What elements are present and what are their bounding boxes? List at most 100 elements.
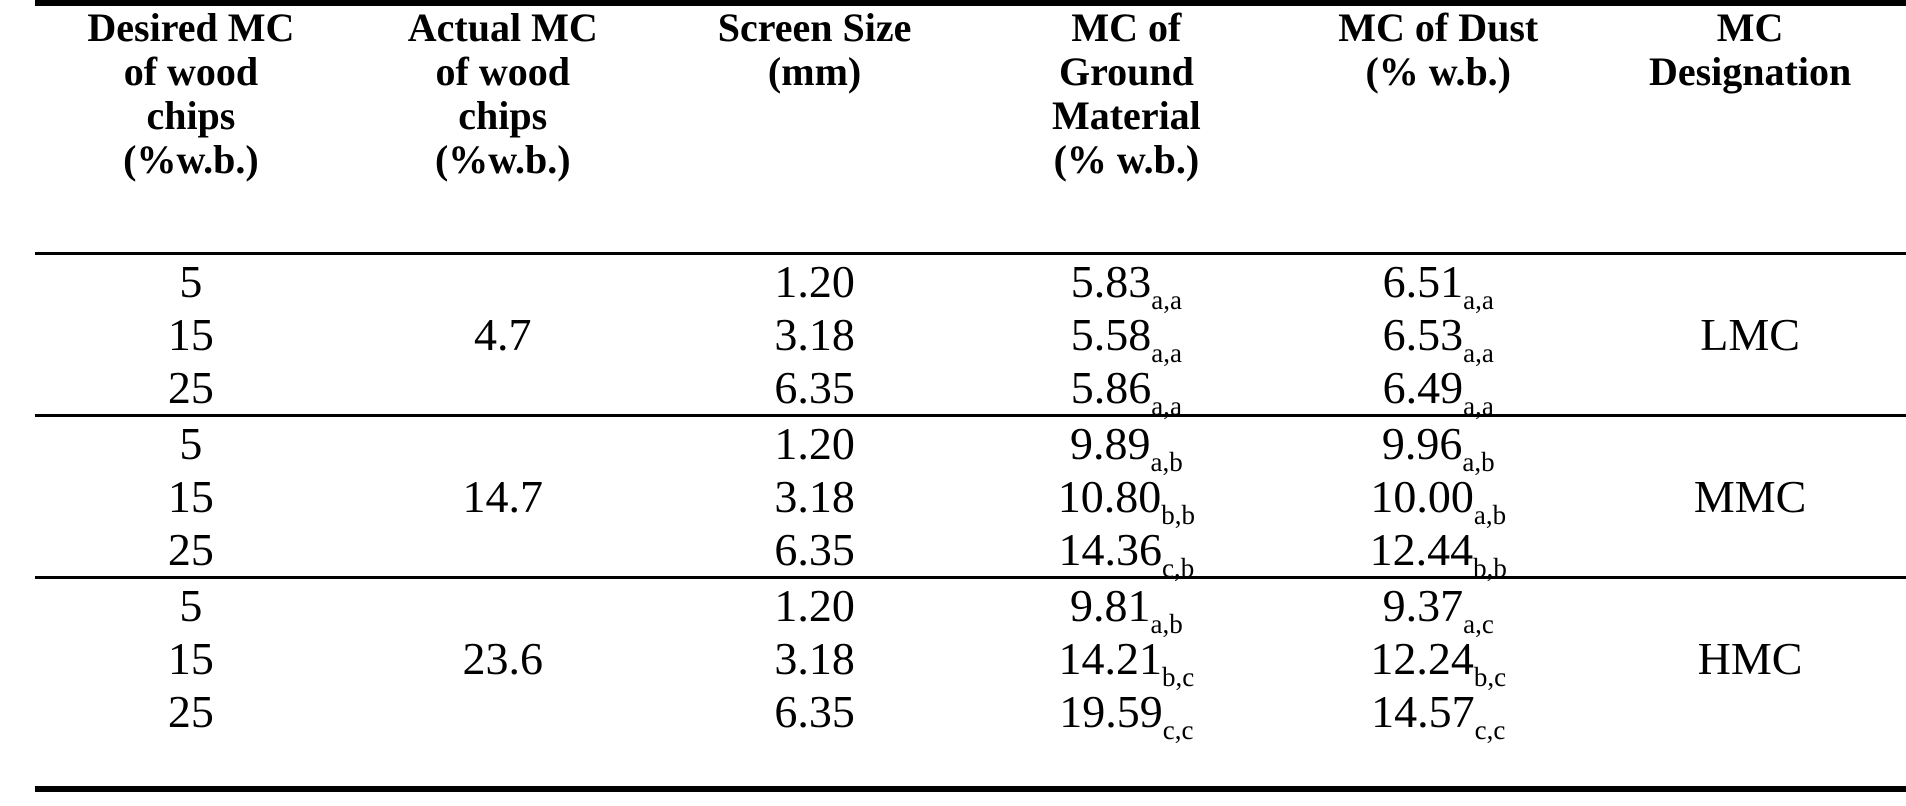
mc-ground-cell: 5.86a,a [970, 361, 1282, 419]
mc-ground-subscript: a,b [1150, 608, 1183, 639]
desired-mc-cell: 25 [167, 361, 214, 413]
header-mc-ground-material: MC of Ground Material (% w.b.) [970, 3, 1283, 255]
screen-size-cell: 3.18 [774, 470, 855, 522]
mc-ground-cell: 9.81a,b [970, 576, 1283, 637]
table-header-row: Desired MC of wood chips (%w.b.) Actual … [35, 3, 1906, 255]
mc-dust-cell: 9.37a,c [1282, 576, 1595, 637]
moisture-content-table: Desired MC of wood chips (%w.b.) Actual … [35, 0, 1906, 792]
mc-ground-cell: 10.80b,b [970, 470, 1282, 528]
mc-ground-subscript: b,b [1161, 499, 1196, 530]
table-row: 25 6.35 19.59c,c 14.57c,c [35, 685, 1906, 743]
mc-ground-value: 9.81 [1070, 579, 1151, 631]
mc-designation-cell [1594, 523, 1906, 578]
mc-dust-cell: 6.53a,a [1282, 308, 1594, 366]
mc-ground-cell: 14.21b,c [970, 632, 1282, 690]
screen-size-cell: 6.35 [774, 361, 855, 413]
mc-ground-subscript: a,a [1151, 284, 1182, 315]
bottom-rule [35, 738, 1906, 792]
mc-dust-subscript: b,b [1473, 552, 1507, 583]
header-mc-dust: MC of Dust (% w.b.) [1282, 3, 1595, 255]
desired-mc-cell: 25 [167, 685, 214, 737]
desired-mc-cell: 15 [167, 470, 214, 522]
table-body: 5 1.20 5.83a,a 6.51a,a 15 4.7 3.18 5.58a… [35, 254, 1906, 792]
screen-size-cell: 6.35 [774, 685, 855, 737]
mc-ground-subscript: b,c [1162, 661, 1195, 692]
header-actual-mc: Actual MC of wood chips (%w.b.) [346, 3, 659, 255]
desired-mc-cell: 5 [179, 255, 203, 307]
table-row: 5 1.20 5.83a,a 6.51a,a [35, 254, 1906, 313]
mc-dust-subscript: a,b [1462, 446, 1495, 477]
mc-ground-cell: 5.58a,a [970, 308, 1282, 366]
mc-ground-cell: 14.36c,b [970, 523, 1282, 581]
mc-ground-cell: 5.83a,a [970, 254, 1282, 313]
mc-ground-subscript: a,b [1150, 446, 1183, 477]
mc-ground-value: 5.83 [1070, 255, 1152, 307]
actual-mc-cell [346, 414, 659, 470]
table-row: 15 4.7 3.18 5.58a,a 6.53a,a LMC [35, 308, 1906, 366]
desired-mc-cell: 5 [35, 576, 347, 632]
table-row: 15 14.7 3.18 10.80b,b 10.00a,b MMC [35, 470, 1906, 528]
mc-dust-value: 6.49 [1382, 361, 1464, 413]
desired-mc-cell: 15 [167, 632, 214, 684]
screen-size-cell: 1.20 [658, 414, 971, 470]
mc-ground-value: 9.89 [1070, 417, 1151, 469]
mc-designation-cell [1594, 576, 1906, 632]
mc-dust-cell: 6.49a,a [1282, 361, 1594, 419]
mc-dust-subscript: a,a [1463, 337, 1494, 368]
mc-ground-subscript: c,c [1162, 714, 1194, 745]
mc-ground-cell: 19.59c,c [970, 685, 1282, 743]
mc-dust-value: 9.96 [1381, 417, 1463, 469]
mc-designation-cell: HMC [1697, 632, 1803, 684]
mc-dust-value: 10.00 [1370, 470, 1474, 522]
header-desired-mc: Desired MC of wood chips (%w.b.) [35, 3, 347, 255]
actual-mc-cell [347, 254, 659, 309]
actual-mc-cell [347, 523, 659, 578]
mc-designation-cell: LMC [1700, 308, 1800, 360]
mc-dust-value: 9.37 [1382, 579, 1464, 631]
mc-dust-value: 12.44 [1369, 523, 1474, 575]
mc-ground-value: 19.59 [1059, 685, 1163, 737]
mc-designation-cell [1594, 685, 1906, 738]
mc-ground-cell: 9.89a,b [970, 414, 1283, 475]
mc-dust-subscript: a,a [1463, 390, 1494, 421]
actual-mc-cell [347, 685, 659, 738]
screen-size-cell: 3.18 [774, 632, 855, 684]
screen-size-cell: 6.35 [774, 523, 855, 575]
screen-size-cell: 3.18 [774, 308, 855, 360]
mc-ground-value: 5.58 [1070, 308, 1152, 360]
mc-designation-cell: MMC [1693, 470, 1807, 522]
mc-dust-cell: 6.51a,a [1282, 254, 1594, 313]
table-row: 15 23.6 3.18 14.21b,c 12.24b,c HMC [35, 632, 1906, 690]
mc-ground-subscript: a,a [1151, 390, 1182, 421]
mc-dust-cell: 10.00a,b [1282, 470, 1594, 528]
mc-dust-value: 14.57 [1371, 685, 1475, 737]
mc-dust-subscript: a,b [1473, 499, 1507, 530]
mc-dust-subscript: b,c [1473, 661, 1507, 692]
screen-size-cell: 1.20 [658, 576, 971, 632]
mc-dust-value: 6.53 [1382, 308, 1464, 360]
mc-ground-value: 14.21 [1058, 632, 1163, 684]
table-row: 25 6.35 14.36c,b 12.44b,b [35, 523, 1906, 581]
mc-dust-cell: 12.44b,b [1282, 523, 1594, 581]
header-screen-size: Screen Size (mm) [658, 3, 971, 255]
mc-dust-subscript: c,c [1474, 714, 1506, 745]
mc-ground-subscript: c,b [1162, 552, 1195, 583]
mc-ground-subscript: a,a [1151, 337, 1182, 368]
mc-dust-cell: 14.57c,c [1282, 685, 1594, 743]
desired-mc-cell: 25 [167, 523, 214, 575]
actual-mc-cell: 23.6 [462, 632, 543, 684]
mc-designation-cell [1594, 414, 1906, 470]
table-header: Desired MC of wood chips (%w.b.) Actual … [35, 3, 1906, 255]
mc-dust-subscript: a,c [1463, 608, 1494, 639]
mc-ground-value: 5.86 [1070, 361, 1152, 413]
mc-dust-cell: 12.24b,c [1282, 632, 1594, 690]
mc-designation-cell [1594, 361, 1906, 416]
table-bottom-spacer [35, 738, 1906, 792]
mc-dust-value: 6.51 [1382, 255, 1464, 307]
mc-ground-value: 14.36 [1058, 523, 1163, 575]
actual-mc-cell: 4.7 [473, 308, 532, 360]
table-row: 25 6.35 5.86a,a 6.49a,a [35, 361, 1906, 419]
desired-mc-cell: 15 [167, 308, 214, 360]
table-row: 5 1.20 9.81a,b 9.37a,c [35, 576, 1906, 637]
header-mc-designation: MC Designation [1594, 3, 1906, 255]
